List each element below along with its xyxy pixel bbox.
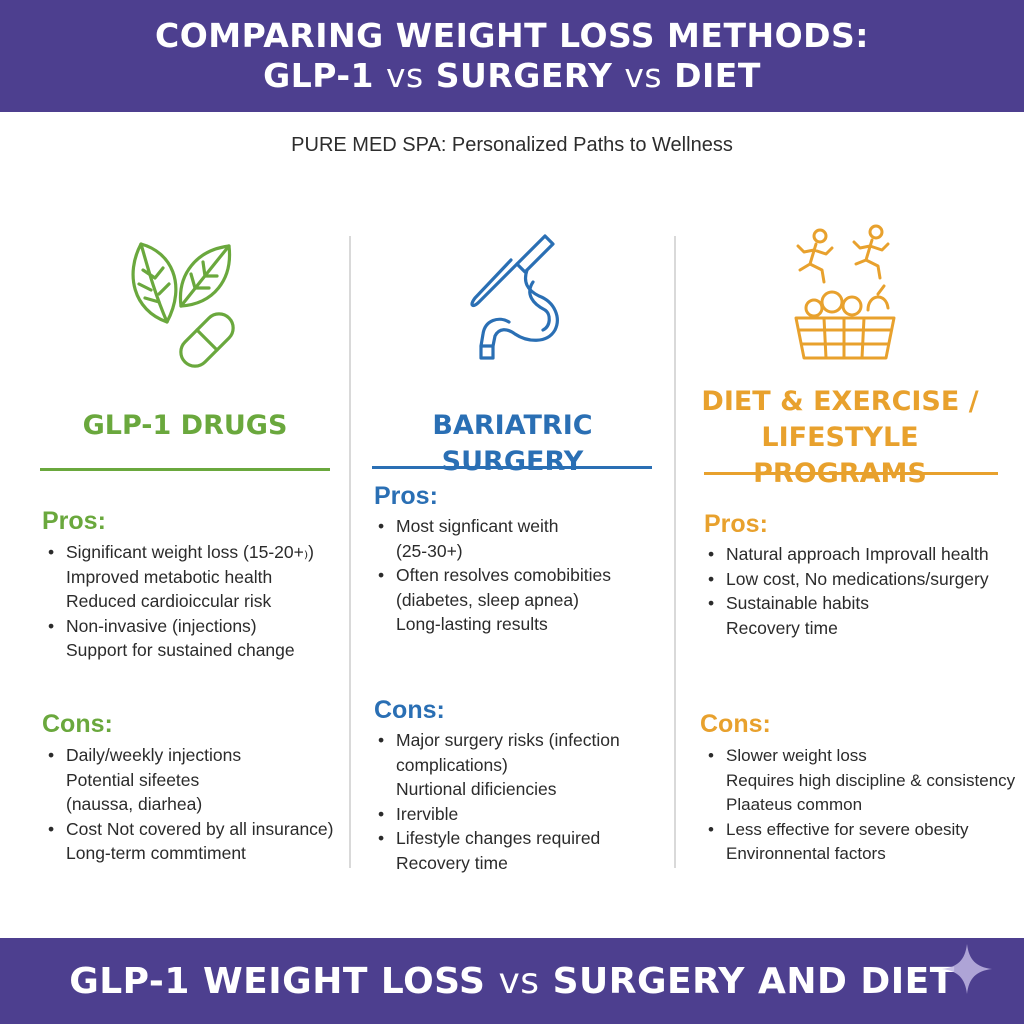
cons-list: • Slower weight loss Requires high disci… [704, 744, 1015, 867]
list-item: • Daily/weekly injections Potential sife… [44, 743, 333, 817]
item-text: Long-term commtiment [66, 843, 246, 863]
list-item: • Natural approach Improvall health [704, 542, 989, 567]
item-text: Most signficant weith [396, 516, 559, 536]
item-text: Lifestyle changes required [396, 828, 601, 848]
heading-rule [372, 466, 652, 469]
item-text: (diabetes, sleep apnea) [396, 589, 579, 610]
heading-rule [40, 468, 330, 471]
heading-rule [704, 472, 998, 475]
item-text: complications) [396, 754, 508, 775]
item-text: Non-invasive (injections) [66, 615, 257, 636]
footer-banner: GLP-1 WEIGHT LOSS vs SURGERY AND DIET [0, 938, 1024, 1024]
list-item: • Non-invasive (injections) Support for … [44, 614, 314, 663]
item-text: Natural approach Improvall health [726, 544, 989, 564]
list-item: • Major surgery risks (infection complic… [374, 728, 620, 802]
item-text: Recovery time [396, 852, 508, 873]
heading-line: DIET & EXERCISE / [701, 386, 979, 417]
item-text: Reduced cardioiccular risk [66, 591, 272, 611]
item-text: Support for sustained change [66, 640, 295, 660]
column-glp1: GLP-1 DRUGS Pros: • Significant weight l… [30, 220, 340, 920]
title-diet: DIET [674, 56, 761, 95]
column-divider [349, 236, 351, 868]
item-text: Improved metabotic health [66, 566, 273, 587]
scalpel-stomach-icon [360, 230, 665, 370]
subtitle: PURE MED SPA: Personalized Paths to Well… [291, 134, 733, 156]
item-text: Often resolves comobibities [396, 565, 611, 585]
item-text: Requires high discipline & consistency [726, 770, 1016, 790]
pros-label: Pros: [374, 482, 438, 510]
list-item: • Low cost, No medications/surgery [704, 567, 989, 592]
pros-list: • Natural approach Improvall health • Lo… [704, 542, 989, 640]
title-glp1: GLP-1 [263, 56, 375, 95]
item-text: Irervible [396, 803, 459, 824]
heading-line: LIFESTYLE PROGRAMS [753, 422, 927, 489]
column-heading: GLP-1 DRUGS [30, 408, 340, 444]
item-text: Slower weight loss [726, 746, 867, 765]
column-diet: DIET & EXERCISE / LIFESTYLE PROGRAMS Pro… [690, 220, 1020, 920]
title-vs: vs [624, 56, 663, 95]
list-item: • Lifestyle changes required Recovery ti… [374, 826, 620, 875]
list-item: • Often resolves comobibities (diabetes,… [374, 563, 611, 637]
footer-vs: vs [498, 960, 540, 1002]
item-text: (25-30+) [396, 540, 463, 561]
title-line-2: GLP-1 vs SURGERY vs DIET [263, 56, 761, 96]
list-item: • Irervible [374, 802, 620, 827]
pros-list: • Significant weight loss (15-20+₎) Impr… [44, 540, 314, 663]
cons-label: Cons: [374, 696, 445, 724]
footer-title: GLP-1 WEIGHT LOSS vs SURGERY AND DIET [69, 961, 955, 1002]
item-text: Daily/weekly injections [66, 745, 242, 765]
title-banner: COMPARING WEIGHT LOSS METHODS: GLP-1 vs … [0, 0, 1024, 112]
cons-label: Cons: [700, 710, 771, 738]
item-text: Long-lasting results [396, 614, 548, 634]
list-item: • Cost Not covered by all insurance) Lon… [44, 817, 333, 866]
pros-label: Pros: [704, 510, 768, 538]
item-text: Nurtional dificiencies [396, 779, 557, 799]
sparkle-icon [940, 942, 994, 1001]
column-divider [674, 236, 676, 868]
heading-line: BARIATRIC SURGERY [432, 410, 593, 477]
list-item: • Slower weight loss Requires high disci… [704, 744, 1015, 818]
title-surgery: SURGERY [435, 56, 613, 95]
item-text: Recovery time [726, 617, 838, 638]
pros-list: • Most signficant weith (25-30+) • Often… [374, 514, 611, 637]
title-vs: vs [386, 56, 424, 95]
column-heading: BARIATRIC SURGERY [360, 408, 665, 480]
cons-list: • Major surgery risks (infection complic… [374, 728, 620, 875]
pros-label: Pros: [42, 507, 106, 535]
list-item: • Less effective for severe obesity Envi… [704, 818, 1015, 867]
item-text: Major surgery risks (infection [396, 730, 620, 750]
column-heading: DIET & EXERCISE / LIFESTYLE PROGRAMS [690, 384, 990, 492]
list-item: • Significant weight loss (15-20+₎) Impr… [44, 540, 314, 614]
footer-text: GLP-1 WEIGHT LOSS [69, 960, 486, 1002]
item-text: (naussa, diarhea) [66, 794, 203, 814]
title-line-1: COMPARING WEIGHT LOSS METHODS: [155, 16, 869, 55]
cons-label: Cons: [42, 710, 113, 738]
item-text: Low cost, No medications/surgery [726, 568, 989, 589]
column-surgery: BARIATRIC SURGERY Pros: • Most signfican… [360, 220, 665, 920]
leaves-capsule-icon [30, 232, 340, 372]
item-text: Environnental factors [726, 844, 886, 863]
list-item: • Sustainable habits Recovery time [704, 591, 989, 640]
item-text: Plaateus common [726, 795, 863, 814]
heading-line: GLP-1 DRUGS [82, 410, 288, 441]
item-text: Cost Not covered by all insurance) [66, 818, 334, 839]
cons-list: • Daily/weekly injections Potential sife… [44, 743, 333, 866]
runners-food-basket-icon [690, 224, 1000, 364]
item-text: Significant weight loss (15-20+₎) [66, 542, 314, 562]
list-item: • Most signficant weith (25-30+) [374, 514, 611, 563]
item-text: Potential sifeetes [66, 769, 200, 790]
item-text: Less effective for severe obesity [726, 819, 969, 839]
footer-text: SURGERY AND DIET [552, 960, 955, 1002]
item-text: Sustainable habits [726, 593, 870, 613]
